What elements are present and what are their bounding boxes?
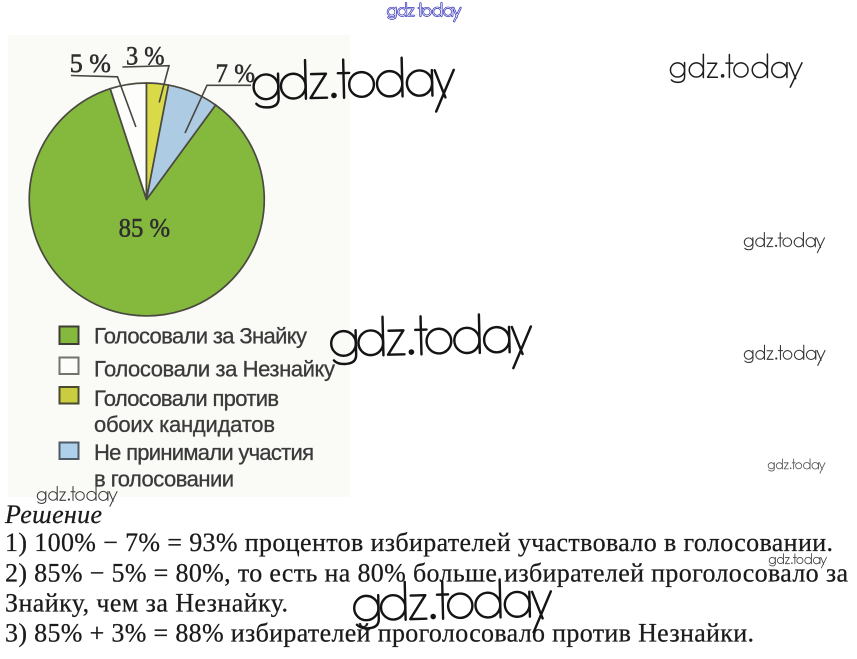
svg-text:3 %: 3 % — [126, 42, 165, 71]
svg-text:Не принимали участия: Не принимали участия — [94, 440, 314, 465]
svg-text:5 %: 5 % — [70, 49, 111, 78]
svg-text:7 %: 7 % — [216, 59, 256, 88]
svg-text:Знайку, чем за Незнайку.: Знайку, чем за Незнайку. — [5, 589, 288, 618]
svg-text:Решение: Решение — [4, 500, 102, 529]
svg-text:1) 100% − 7% = 93% процентов и: 1) 100% − 7% = 93% процентов избирателей… — [5, 528, 833, 557]
svg-text:Голосовали за Знайку: Голосовали за Знайку — [94, 323, 307, 348]
svg-text:в голосовании: в голосовании — [94, 466, 234, 491]
svg-text:Голосовали за Незнайку: Голосовали за Незнайку — [94, 356, 335, 381]
svg-text:2) 85% − 5% = 80%, то есть на: 2) 85% − 5% = 80%, то есть на 80% больше… — [5, 559, 848, 588]
svg-text:3) 85% + 3% = 88% избирателей: 3) 85% + 3% = 88% избирателей проголосов… — [5, 619, 754, 648]
svg-text:Голосовали против: Голосовали против — [94, 386, 279, 411]
svg-text:обоих кандидатов: обоих кандидатов — [94, 412, 275, 437]
svg-text:85 %: 85 % — [119, 214, 171, 243]
